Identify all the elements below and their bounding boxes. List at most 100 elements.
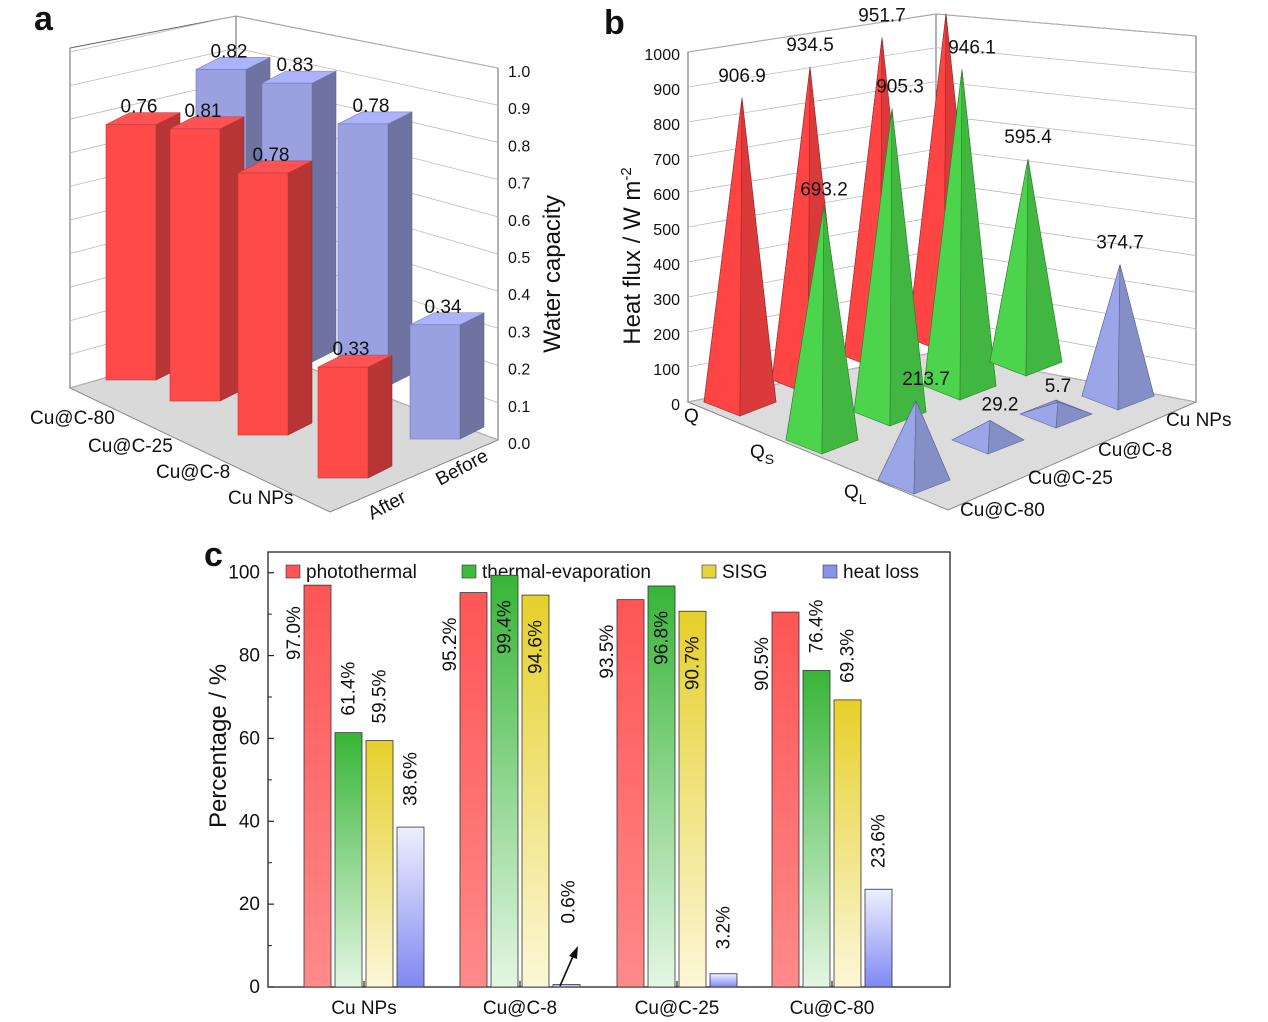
panel-c-data-label: 38.6%: [401, 752, 422, 806]
panel-c-ytick: 0: [249, 977, 260, 998]
panel-c-data-label: 90.7%: [683, 636, 704, 690]
panel-c-bar: [396, 826, 425, 988]
panel-c-legend-swatch: [285, 564, 301, 579]
panel-c-ylabel: Percentage / %: [205, 664, 232, 828]
panel-a-bar: [237, 160, 313, 436]
panel-b-category-label: Cu@C-25: [1028, 468, 1113, 489]
panel-c-chart: photothermal thermal-evaporation SISG heat …: [205, 551, 951, 1019]
panel-b-data-label: 934.5: [786, 35, 834, 56]
panel-b-cone: [785, 205, 859, 455]
panel-b-cone: [877, 400, 951, 495]
panel-b-letter: b: [604, 4, 625, 42]
panel-c-data-label: 0.6%: [559, 880, 580, 923]
panel-a-bar: [317, 354, 393, 479]
panel-a-data-label: 0.78: [353, 96, 390, 117]
panel-c-legend-label: SISG: [722, 562, 767, 583]
panel-b-ytick: 100: [653, 362, 680, 379]
panel-c-data-label: 99.4%: [495, 600, 516, 654]
panel-c-bar: [303, 584, 332, 988]
panel-c-category-label: Cu@C-8: [483, 998, 557, 1019]
panel-b-gridline: [935, 13, 1197, 37]
panel-c-bar: [709, 973, 738, 988]
panel-b-gridline: [935, 182, 1197, 220]
panel-b-cone: [1081, 264, 1155, 411]
panel-a-ytick: 0.1: [508, 399, 530, 416]
panel-c-data-label: 90.5%: [752, 637, 773, 691]
panel-b-gridline: [935, 148, 1197, 183]
panel-b-ytick: 500: [653, 222, 680, 239]
panel-a-ytick: 0.5: [508, 250, 530, 267]
panel-a-bar: [169, 116, 245, 402]
panel-c-bar: [864, 888, 893, 988]
panel-c-data-label: 95.2%: [440, 618, 461, 672]
panel-b-row-label: QS: [750, 442, 774, 467]
panel-c-legend-swatch: [461, 564, 477, 579]
panel-a-ylabel: Water capacity: [539, 195, 566, 353]
panel-c-letter: c: [204, 536, 223, 574]
panel-b-category-label: Cu NPs: [1166, 410, 1231, 431]
panel-c-data-label: 76.4%: [807, 599, 828, 653]
panel-a-ytick: 0.6: [508, 213, 530, 230]
panel-c-bar: [521, 594, 550, 988]
panel-c-bar: [459, 592, 488, 988]
panel-c-data-label: 59.5%: [370, 669, 391, 723]
panel-c-bar: [334, 732, 363, 988]
panel-b-cone: [853, 108, 927, 427]
panel-b-data-label: 693.2: [800, 179, 848, 200]
panel-b-data-label: 970.0: [922, 0, 970, 3]
panel-c-arrow: [559, 953, 575, 987]
panel-b-data-label: 595.4: [1004, 127, 1052, 148]
panel-c-ytick: 80: [239, 646, 260, 667]
panel-a-data-label: 0.33: [333, 339, 370, 360]
panel-b-ytick: 1000: [644, 47, 680, 64]
panel-c-data-label: 23.6%: [869, 814, 890, 868]
panel-c-arrowhead-icon: [569, 946, 578, 959]
panel-b-gridline: [935, 114, 1197, 147]
panel-a-data-label: 0.76: [121, 97, 158, 118]
panel-c-bar: [552, 984, 581, 988]
panel-c-bar: [365, 740, 394, 988]
panel-b-data-label: 5.7: [1045, 376, 1071, 397]
panel-c-data-label: 96.8%: [652, 611, 673, 665]
panel-a-ytick: 0.2: [508, 362, 530, 379]
panel-a-bar: [337, 111, 413, 387]
panel-b-row-label: QL: [844, 482, 867, 507]
panel-c-legend-label: heat loss: [843, 562, 919, 583]
panel-c-legend-swatch: [822, 564, 838, 579]
panel-b-category-label: Cu@C-80: [960, 500, 1045, 521]
panel-b-cone: [1019, 399, 1093, 429]
panel-c-bar: [490, 574, 519, 988]
panel-a-category-label: Cu@C-8: [156, 462, 230, 483]
panel-b-cone: [923, 69, 997, 401]
panel-a-category-label: Cu@C-25: [88, 436, 173, 457]
panel-c-bar: [771, 611, 800, 988]
panel-b-data-label: 29.2: [982, 395, 1019, 416]
panel-b-gridline: [935, 216, 1197, 256]
panel-b-ytick: 400: [653, 257, 680, 274]
panel-b-data-label: 374.7: [1096, 233, 1144, 254]
panel-b-ytick: 800: [653, 117, 680, 134]
panel-b-gridline: [687, 47, 937, 88]
panel-b-chart: 0 100 200 300 400 500 600 700 800 900 1000 Heat fl…: [618, 0, 1231, 521]
panel-a-ytick: 0.7: [508, 176, 530, 193]
panel-c-bar: [616, 599, 645, 988]
panel-a-ytick: 0.9: [508, 101, 530, 118]
panel-c-data-label: 3.2%: [714, 906, 735, 949]
panel-a-ytick: 0.3: [508, 324, 530, 341]
panel-a-chart: 0.82 0.83 0.78 0.34 0.76 0.81 0.78 0.33 0.0 0.1 0…: [30, 15, 566, 524]
panel-b-ytick: 700: [653, 152, 680, 169]
panel-c-legend-swatch: [701, 564, 717, 579]
panel-b-ylabel-superscript: -2: [618, 167, 635, 180]
panel-b-cone: [989, 159, 1063, 377]
panel-a-gridline: [69, 47, 237, 86]
panel-c-data-label: 93.5%: [597, 625, 618, 679]
panel-b-ylabel: Heat flux / W m-2: [618, 167, 646, 344]
panel-a-gridline: [235, 15, 499, 69]
panel-b-ytick: 0: [671, 397, 680, 414]
panel-b-data-label: 946.1: [948, 37, 996, 58]
panel-b-ytick: 300: [653, 292, 680, 309]
panel-a-letter: a: [34, 0, 54, 38]
panel-c-ytick: 40: [239, 811, 260, 832]
panel-a-data-label: 0.78: [253, 145, 290, 166]
